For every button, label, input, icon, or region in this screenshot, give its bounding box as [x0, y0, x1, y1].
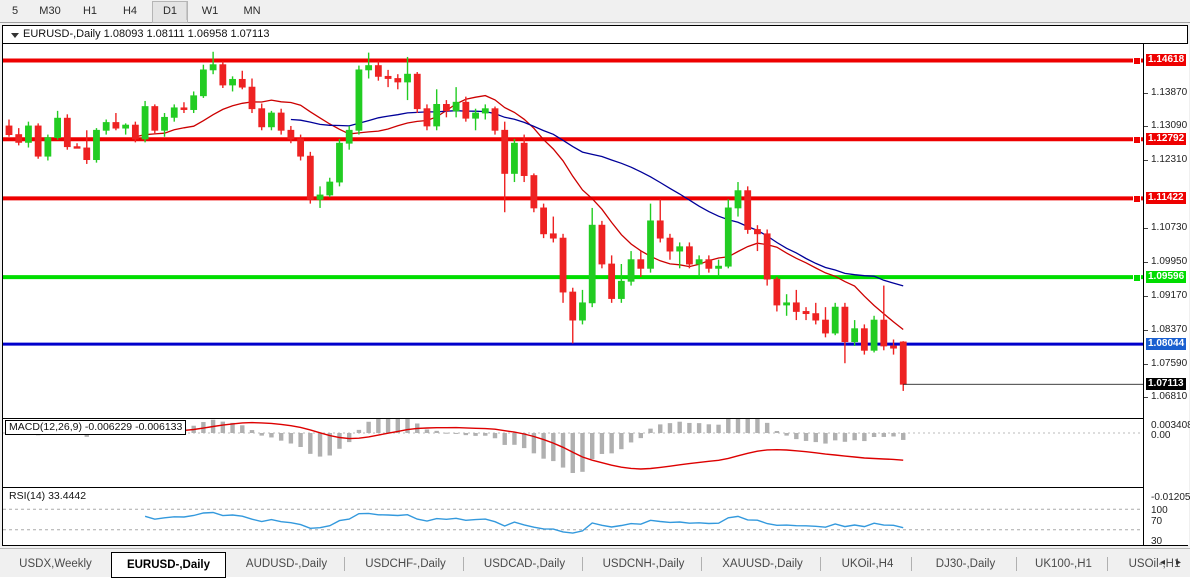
level-handle-red[interactable]: [1133, 195, 1141, 204]
macd-axis-label: -0.01205: [1151, 492, 1190, 503]
price-axis-tag-price[interactable]: 1.07113: [1146, 378, 1186, 391]
price-axis-label: 1.06810: [1151, 391, 1188, 403]
chart-header-text: EURUSD-,Daily 1.08093 1.08111 1.06958 1.…: [23, 28, 270, 40]
macd-plot: [3, 419, 1143, 473]
tab-dj30-daily[interactable]: DJ30-,Daily: [935, 558, 996, 570]
macd-pane[interactable]: MACD(12,26,9) -0.006229 -0.006133: [3, 418, 1143, 486]
axis-tick: [1144, 126, 1148, 128]
tab-audusd-daily[interactable]: AUDUSD-,Daily: [245, 558, 328, 570]
price-axis[interactable]: 1.14618 1.13870 1.13090 1.12792 1.12310 1.114…: [1143, 44, 1190, 558]
price-pane[interactable]: [3, 44, 1143, 415]
price-axis-label: 1.13090: [1151, 120, 1188, 132]
axis-tick: [1144, 397, 1148, 399]
level-handle-red[interactable]: [1133, 57, 1141, 66]
tab-usdchf-daily[interactable]: USDCHF-,Daily: [365, 558, 446, 570]
macd-axis-label: 0.00: [1151, 430, 1171, 441]
price-axis-label: 1.08370: [1151, 324, 1188, 335]
rsi-pane[interactable]: RSI(14) 33.4442: [3, 487, 1143, 551]
chart-tabbar: USDX,Weekly EURUSD-,Daily AUDUSD-,Daily USD…: [0, 548, 1190, 578]
price-axis-tag-red[interactable]: 1.14618: [1146, 54, 1187, 67]
tabbar-scroll-left-icon[interactable]: ◂: [1160, 557, 1166, 568]
tab-xauusd-daily[interactable]: XAUUSD-,Daily: [722, 558, 803, 570]
price-axis-tag-red[interactable]: 1.11422: [1146, 192, 1186, 205]
tabbar-scroll-right-icon[interactable]: ▸: [1176, 557, 1182, 568]
price-axis-tag-blue[interactable]: 1.08044: [1146, 338, 1187, 351]
macd-label: MACD(12,26,9) -0.006229 -0.006133: [5, 420, 187, 435]
rsi-axis-label: 100: [1151, 505, 1168, 516]
price-axis-label: 1.12310: [1151, 154, 1188, 166]
timeframe-toolbar: 5 M30 H1 H4 D1 W1 MN: [0, 0, 1190, 23]
tab-divider: [701, 557, 702, 571]
level-handle-red[interactable]: [1133, 136, 1141, 145]
price-axis-label: 1.09950: [1151, 255, 1188, 267]
level-handle-green[interactable]: [1133, 274, 1141, 283]
macd-axis-label: 0.003408: [1151, 420, 1190, 431]
tab-divider: [582, 557, 583, 571]
chart-window: EURUSD-,Daily 1.08093 1.08111 1.06958 1.…: [0, 25, 1190, 572]
timeframe-button-5[interactable]: 5: [11, 5, 19, 17]
tab-divider: [1107, 557, 1108, 571]
tab-divider: [344, 557, 345, 571]
chevron-down-icon[interactable]: [11, 33, 19, 38]
tab-usdcnh-daily[interactable]: USDCNH-,Daily: [602, 558, 685, 570]
rsi-plot: [3, 508, 1143, 534]
tab-divider: [1016, 557, 1017, 571]
timeframe-button-d1[interactable]: D1: [152, 1, 188, 23]
axis-tick: [1144, 160, 1148, 162]
candlestick-plot: [3, 51, 1143, 391]
rsi-label: RSI(14) 33.4442: [7, 490, 89, 502]
toolbar-separator: [186, 2, 187, 20]
timeframe-button-m30[interactable]: M30: [39, 5, 61, 17]
rsi-axis-label: 30: [1151, 536, 1163, 547]
axis-tick: [1144, 228, 1148, 230]
tab-eurusd-daily[interactable]: EURUSD-,Daily: [111, 552, 226, 578]
axis-tick: [1144, 92, 1148, 94]
axis-tick: [1144, 261, 1148, 263]
timeframe-button-mn[interactable]: MN: [243, 5, 261, 17]
price-axis-label: 1.07590: [1151, 357, 1188, 369]
price-axis-tag-green[interactable]: 1.09596: [1146, 271, 1187, 284]
timeframe-button-h1[interactable]: H1: [82, 5, 98, 17]
chart-header: EURUSD-,Daily 1.08093 1.08111 1.06958 1.…: [3, 26, 1187, 44]
axis-tick: [1144, 330, 1148, 331]
tab-divider: [463, 557, 464, 571]
tab-uk100-h1[interactable]: UK100-,H1: [1035, 558, 1092, 570]
tab-divider: [911, 557, 912, 571]
tab-divider: [820, 557, 821, 571]
timeframe-button-w1[interactable]: W1: [201, 5, 219, 17]
tab-usdx-weekly[interactable]: USDX,Weekly: [19, 558, 92, 570]
rsi-axis-label: 70: [1151, 516, 1163, 527]
price-axis-label: 1.10730: [1151, 222, 1188, 234]
price-axis-label: 1.13870: [1151, 86, 1188, 98]
price-axis-label: 1.09170: [1151, 289, 1188, 301]
timeframe-button-h4[interactable]: H4: [122, 5, 138, 17]
tab-ukoil-h4[interactable]: UKOil-,H4: [841, 558, 894, 570]
tab-usdcad-daily[interactable]: USDCAD-,Daily: [483, 558, 566, 570]
tab-usoil-h1[interactable]: USOil-,H1: [1128, 558, 1181, 570]
price-axis-tag-red[interactable]: 1.12792: [1146, 133, 1187, 146]
axis-tick: [1144, 363, 1148, 365]
axis-tick: [1144, 295, 1148, 297]
